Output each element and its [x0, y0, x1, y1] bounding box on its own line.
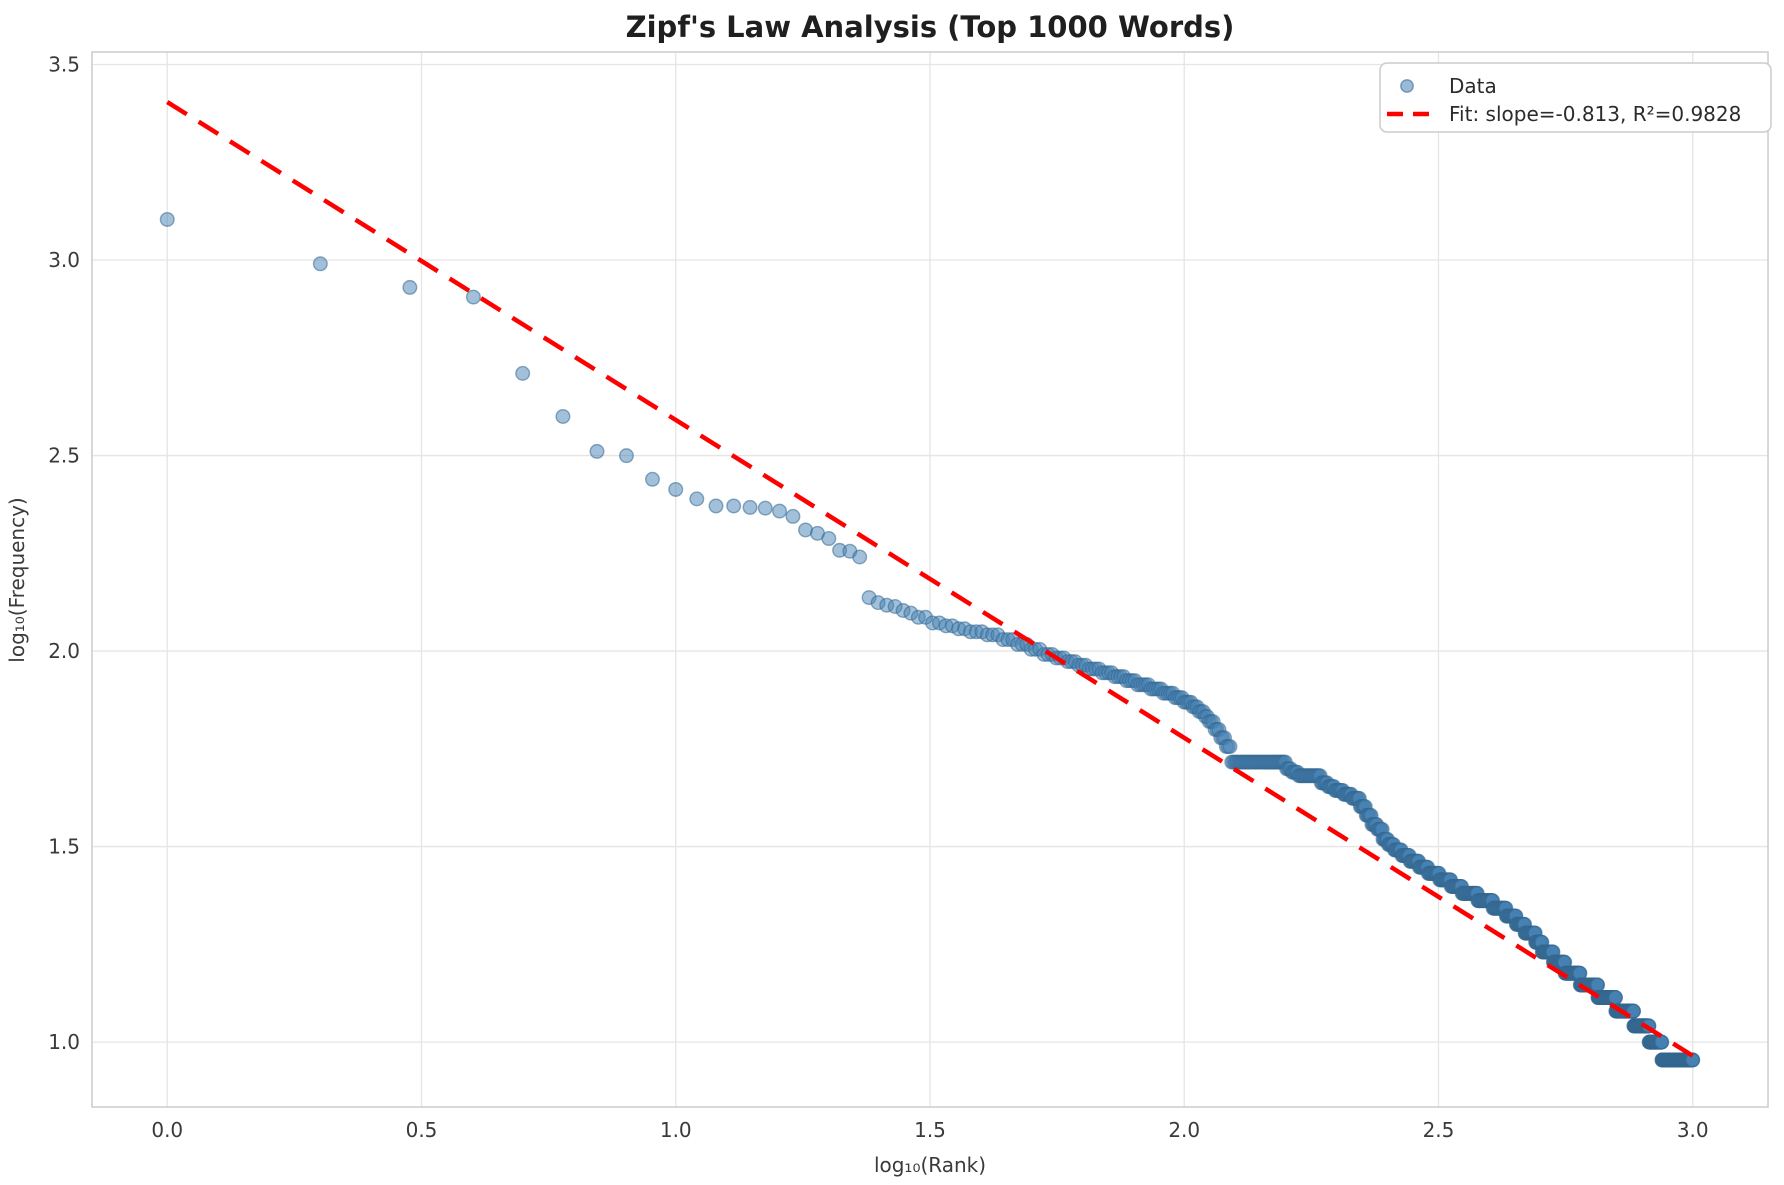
y-tick-label: 1.0	[48, 1030, 80, 1054]
data-point	[465, 289, 481, 305]
data-point	[726, 498, 742, 514]
chart-title: Zipf's Law Analysis (Top 1000 Words)	[626, 10, 1235, 44]
x-tick-label: 2.0	[1168, 1118, 1200, 1142]
data-point	[644, 471, 660, 487]
y-tick-label: 1.5	[48, 835, 80, 859]
legend: Data Fit: slope=-0.813, R²=0.9828	[1379, 62, 1772, 133]
data-point	[159, 211, 175, 227]
scatter-series	[159, 211, 1701, 1068]
x-tick-label: 1.5	[914, 1118, 946, 1142]
y-tick-label: 3.0	[48, 248, 80, 272]
data-point	[312, 256, 328, 272]
x-tick-label: 0.5	[406, 1118, 438, 1142]
y-axis-label: log₁₀(Frequency)	[5, 497, 29, 662]
data-point	[555, 408, 571, 424]
y-tick-label: 2.5	[48, 444, 80, 468]
data-point	[1590, 977, 1606, 993]
plot-border	[91, 51, 1769, 1108]
data-point	[772, 503, 788, 519]
x-axis-label: log₁₀(Rank)	[874, 1153, 986, 1177]
legend-data-marker-icon	[1400, 79, 1414, 93]
y-tick-labels: 1.0 1.5 2.0 2.5 3.0 3.5	[48, 53, 80, 1055]
x-tick-labels: 0.0 0.5 1.0 1.5 2.0 2.5 3.0	[151, 1118, 1708, 1142]
data-point	[689, 491, 705, 507]
data-point	[821, 531, 837, 547]
x-tick-label: 0.0	[151, 1118, 183, 1142]
data-point	[708, 498, 724, 514]
legend-label-data: Data	[1449, 74, 1497, 98]
legend-box	[1379, 62, 1772, 133]
x-tick-label: 2.5	[1423, 1118, 1455, 1142]
data-point	[1654, 1034, 1670, 1050]
data-point	[852, 549, 868, 565]
data-point	[668, 481, 684, 497]
y-tick-label: 2.0	[48, 639, 80, 663]
gridlines	[92, 52, 1768, 1107]
data-point	[618, 448, 634, 464]
x-tick-label: 1.0	[660, 1118, 692, 1142]
x-tick-label: 3.0	[1677, 1118, 1709, 1142]
data-point	[757, 500, 773, 516]
data-point	[785, 508, 801, 524]
data-point	[402, 279, 418, 295]
data-point	[742, 499, 758, 515]
data-point	[1608, 990, 1624, 1006]
data-point	[515, 365, 531, 381]
data-point	[589, 443, 605, 459]
data-point	[1222, 739, 1238, 755]
y-tick-label: 3.5	[48, 53, 80, 77]
legend-label-fit: Fit: slope=-0.813, R²=0.9828	[1449, 102, 1741, 126]
fit-line	[166, 100, 1694, 1058]
